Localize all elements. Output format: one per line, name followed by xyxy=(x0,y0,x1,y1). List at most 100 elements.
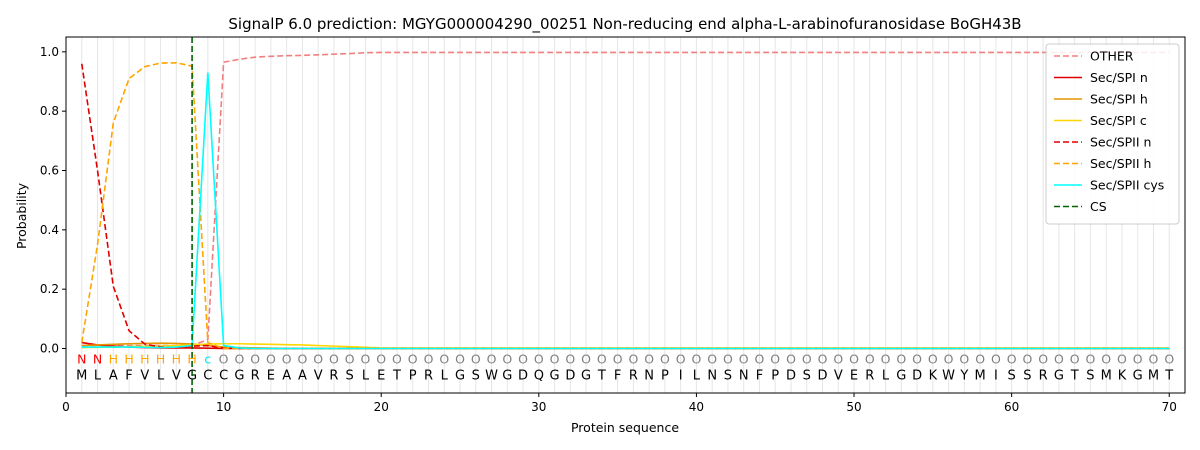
region-label: O xyxy=(628,351,638,366)
residue-label: W xyxy=(942,369,955,384)
residue-label: G xyxy=(502,369,512,384)
residue-label: V xyxy=(140,369,149,384)
region-label: O xyxy=(1101,351,1111,366)
region-label: O xyxy=(282,351,292,366)
x-tick-label: 70 xyxy=(1162,400,1177,414)
region-label: O xyxy=(1022,351,1032,366)
region-label: O xyxy=(345,351,355,366)
region-label: O xyxy=(518,351,528,366)
region-label: O xyxy=(219,351,229,366)
residue-label: L xyxy=(157,369,165,384)
region-label: O xyxy=(723,351,733,366)
legend-label: Sec/SPII h xyxy=(1090,156,1151,171)
residue-label: D xyxy=(817,369,827,384)
series-line xyxy=(80,63,1170,350)
region-label: O xyxy=(1149,351,1159,366)
region-label: O xyxy=(471,351,481,366)
residue-label: G xyxy=(581,369,591,384)
region-label: O xyxy=(455,351,465,366)
residue-label: C xyxy=(203,369,212,384)
region-label: O xyxy=(297,351,307,366)
residue-label: S xyxy=(1008,369,1016,384)
region-label: O xyxy=(1164,351,1174,366)
region-label: N xyxy=(93,351,102,366)
region-label: O xyxy=(770,351,780,366)
region-label: O xyxy=(1133,351,1143,366)
x-tick-label: 0 xyxy=(62,400,70,414)
residue-label: A xyxy=(298,369,307,384)
legend-label: Sec/SPI h xyxy=(1090,92,1148,107)
residue-label: N xyxy=(644,369,654,384)
y-tick-label: 1.0 xyxy=(40,45,59,59)
residue-label: T xyxy=(1164,369,1173,384)
residue-label: S xyxy=(346,369,354,384)
region-label: N xyxy=(77,351,86,366)
region-label: O xyxy=(959,351,969,366)
x-tick-label: 40 xyxy=(689,400,704,414)
region-label: H xyxy=(140,351,149,366)
residue-label: D xyxy=(786,369,796,384)
residue-label: N xyxy=(739,369,749,384)
residue-label: V xyxy=(314,369,323,384)
residue-label: R xyxy=(629,369,638,384)
region-label: O xyxy=(597,351,607,366)
residue-label: T xyxy=(1070,369,1079,384)
region-label: O xyxy=(1007,351,1017,366)
residue-label: L xyxy=(362,369,370,384)
residue-label: I xyxy=(679,369,683,384)
series-line xyxy=(81,51,1170,347)
region-label: O xyxy=(534,351,544,366)
residue-label: E xyxy=(850,369,858,384)
region-label: O xyxy=(644,351,654,366)
region-label: O xyxy=(1038,351,1048,366)
residue-label: S xyxy=(1023,369,1031,384)
region-label: H xyxy=(124,351,133,366)
region-label: O xyxy=(692,351,702,366)
region-label: H xyxy=(172,351,181,366)
residue-label: V xyxy=(834,369,843,384)
residue-label: E xyxy=(267,369,275,384)
residue-label: F xyxy=(125,369,132,384)
region-label: c xyxy=(204,351,211,366)
region-label: H xyxy=(187,351,196,366)
residue-label: P xyxy=(771,369,779,384)
region-label: O xyxy=(408,351,418,366)
residue-label: Y xyxy=(959,369,968,384)
region-label: O xyxy=(329,351,339,366)
region-label: O xyxy=(313,351,323,366)
region-label: O xyxy=(1070,351,1080,366)
residue-label: P xyxy=(661,369,669,384)
residue-label: R xyxy=(329,369,338,384)
residue-label: A xyxy=(109,369,118,384)
region-label: O xyxy=(250,351,260,366)
region-label: O xyxy=(487,351,497,366)
region-label: O xyxy=(392,351,402,366)
y-tick-label: 0.6 xyxy=(40,164,59,178)
residue-label: N xyxy=(707,369,717,384)
residue-label: R xyxy=(1039,369,1048,384)
region-label: O xyxy=(1086,351,1096,366)
residue-label: G xyxy=(187,369,197,384)
x-tick-label: 50 xyxy=(846,400,861,414)
series-line xyxy=(80,62,1170,350)
region-label: H xyxy=(156,351,165,366)
residue-label: F xyxy=(756,369,763,384)
region-label: O xyxy=(376,351,386,366)
residue-label: F xyxy=(614,369,621,384)
x-tick-label: 30 xyxy=(531,400,546,414)
residue-label: R xyxy=(865,369,874,384)
y-axis-label: Probability xyxy=(14,182,29,249)
residue-label: R xyxy=(424,369,433,384)
legend-label: Sec/SPI n xyxy=(1090,70,1148,85)
region-label: O xyxy=(550,351,560,366)
region-label: O xyxy=(928,351,938,366)
region-label: O xyxy=(896,351,906,366)
region-label: O xyxy=(361,351,371,366)
residue-label: S xyxy=(803,369,811,384)
region-label: O xyxy=(266,351,276,366)
residue-label: L xyxy=(882,369,890,384)
region-label: O xyxy=(802,351,812,366)
region-label: O xyxy=(849,351,859,366)
residue-label: D xyxy=(518,369,528,384)
residue-label: G xyxy=(1054,369,1064,384)
